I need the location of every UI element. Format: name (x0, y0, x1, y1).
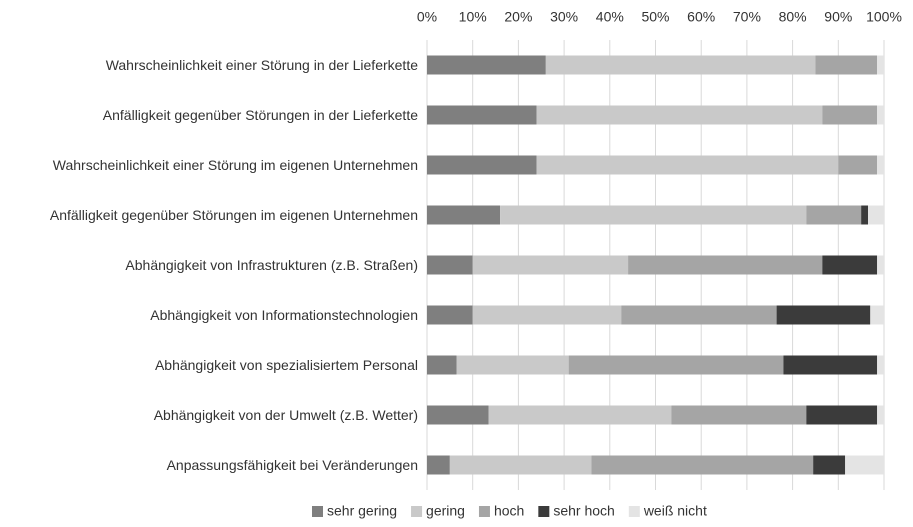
bar-segment (628, 255, 823, 275)
bar-segment (536, 105, 823, 125)
legend-swatch (312, 506, 323, 517)
bar-segment (783, 355, 878, 375)
bar-segment (815, 55, 878, 75)
legend-label: weiß nicht (643, 503, 707, 519)
bar-segment (877, 105, 884, 125)
x-tick-label: 60% (687, 9, 715, 25)
bar-segment (427, 105, 537, 125)
x-tick-label: 20% (504, 9, 532, 25)
bar-segment (472, 255, 629, 275)
legend-swatch (478, 506, 490, 517)
y-tick-label: Wahrscheinlichkeit einer Störung im eige… (52, 156, 418, 173)
bar-segment (868, 205, 884, 225)
legend-label: gering (426, 503, 465, 519)
bar-segment (861, 205, 869, 225)
x-tick-label: 0% (417, 9, 437, 25)
x-tick-label: 40% (596, 9, 624, 25)
legend-swatch (538, 506, 550, 517)
bar-segment (776, 305, 871, 325)
bar-segment (813, 455, 846, 475)
x-tick-label: 30% (550, 9, 578, 25)
legend-label: hoch (494, 503, 524, 519)
x-tick-label: 80% (779, 9, 807, 25)
bar-segment (822, 105, 878, 125)
bar-segment (568, 355, 784, 375)
bar-segment (427, 55, 546, 75)
bar-segment (877, 55, 884, 75)
bar-segment (838, 155, 878, 175)
bar-segment (806, 405, 878, 425)
bar-segment (877, 255, 884, 275)
y-tick-label: Abhängigkeit von der Umwelt (z.B. Wetter… (153, 406, 418, 423)
x-tick-label: 10% (459, 9, 487, 25)
y-tick-label: Abhängigkeit von Informationstechnologie… (150, 306, 418, 323)
bar-segment (500, 205, 807, 225)
bar-segment (536, 155, 839, 175)
bar-segment (671, 405, 807, 425)
legend-swatch (411, 506, 423, 517)
y-tick-label: Abhängigkeit von spezialisiertem Persona… (154, 356, 418, 373)
x-tick-label: 90% (824, 9, 852, 25)
y-tick-label: Anfälligkeit gegenüber Störungen im eige… (49, 206, 418, 223)
legend-swatch (628, 506, 640, 517)
x-tick-label: 70% (733, 9, 761, 25)
bar-segment (591, 455, 814, 475)
bar-segment (427, 205, 501, 225)
bar-segment (427, 405, 489, 425)
bar-segment (845, 455, 884, 475)
bar-segment (621, 305, 777, 325)
bar-segment (806, 205, 862, 225)
bar-segment (427, 355, 457, 375)
bar-segment (488, 405, 672, 425)
x-tick-label: 50% (641, 9, 669, 25)
bar-segment (870, 305, 884, 325)
bar-segment (456, 355, 569, 375)
bar-segment (427, 255, 473, 275)
legend-label: sehr gering (327, 503, 397, 519)
legend-label: sehr hoch (553, 503, 614, 519)
y-tick-label: Abhängigkeit von Infrastrukturen (z.B. S… (125, 256, 418, 273)
x-tick-label: 100% (866, 9, 902, 25)
bar-segment (877, 155, 884, 175)
bar-segment (877, 405, 884, 425)
y-tick-label: Wahrscheinlichkeit einer Störung in der … (105, 56, 418, 73)
bar-segment (427, 305, 473, 325)
bar-segment (822, 255, 878, 275)
y-tick-label: Anpassungsfähigkeit bei Veränderungen (166, 456, 418, 473)
bar-segment (449, 455, 592, 475)
bar-segment (545, 55, 816, 75)
bar-segment (472, 305, 622, 325)
y-tick-label: Anfälligkeit gegenüber Störungen in der … (102, 106, 418, 123)
bar-segment (427, 155, 537, 175)
bar-segment (427, 455, 450, 475)
bar-segment (877, 355, 884, 375)
